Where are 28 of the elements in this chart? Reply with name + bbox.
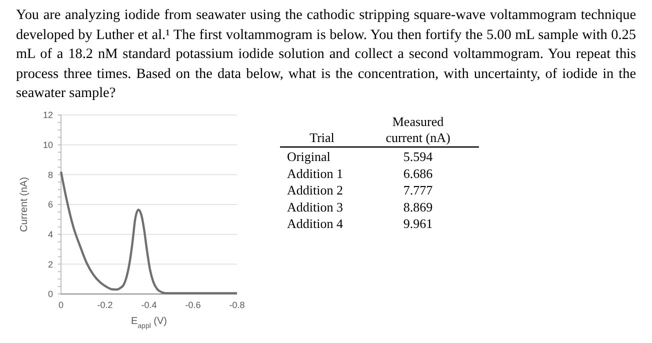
category-label: Addition 4 — [287, 216, 344, 232]
y-axis-title: Current (nA) — [19, 176, 30, 232]
x-tick-label: 0 — [58, 300, 64, 310]
x-tick-label: -0.4 — [141, 300, 157, 310]
y-tick-label: 10 — [42, 140, 53, 150]
x-tick-label: -0.2 — [97, 300, 113, 310]
x-tick-label: -0.6 — [185, 300, 201, 310]
category-label: Addition 2 — [287, 182, 343, 198]
data-label: 6.686 — [403, 166, 434, 181]
x-tick-label: -0.8 — [229, 300, 245, 310]
y-tick-label: 6 — [48, 200, 53, 210]
data-label: 8.869 — [403, 199, 433, 214]
data-label: 7.777 — [403, 182, 434, 198]
category-label: Addition 1 — [287, 166, 343, 181]
data-label: 9.961 — [403, 216, 433, 232]
data-label: 5.594 — [403, 149, 434, 164]
y-tick-label: 8 — [48, 170, 53, 180]
text: Trial — [310, 130, 335, 145]
text: Measured current (nA) — [386, 114, 450, 145]
x-axis-title: E$_{appl}$ (V) — [130, 316, 168, 330]
line-series — [60, 170, 238, 294]
y-tick-label: 0 — [48, 289, 53, 300]
y-tick-label: 4 — [48, 229, 53, 240]
category-label: Original — [287, 149, 331, 164]
y-tick-label: 2 — [48, 259, 53, 270]
y-tick-label: 12 — [42, 110, 53, 120]
text: You are analyzing iodide from seawater using the cathodic stripping square-wave voltammogram technique developed by Luther et al.¹ The first voltammogram is below. You then fortify the 5.00 mL sample with 0.25 mL of a 18.2 nM standard potassium iodide solution and collect a second voltammogram. You repeat this process three times. Based on the data below, what is the concentration, with uncertainty, of iodide in the seawater sample? — [16, 6, 636, 103]
category-label: Addition 3 — [287, 199, 343, 214]
